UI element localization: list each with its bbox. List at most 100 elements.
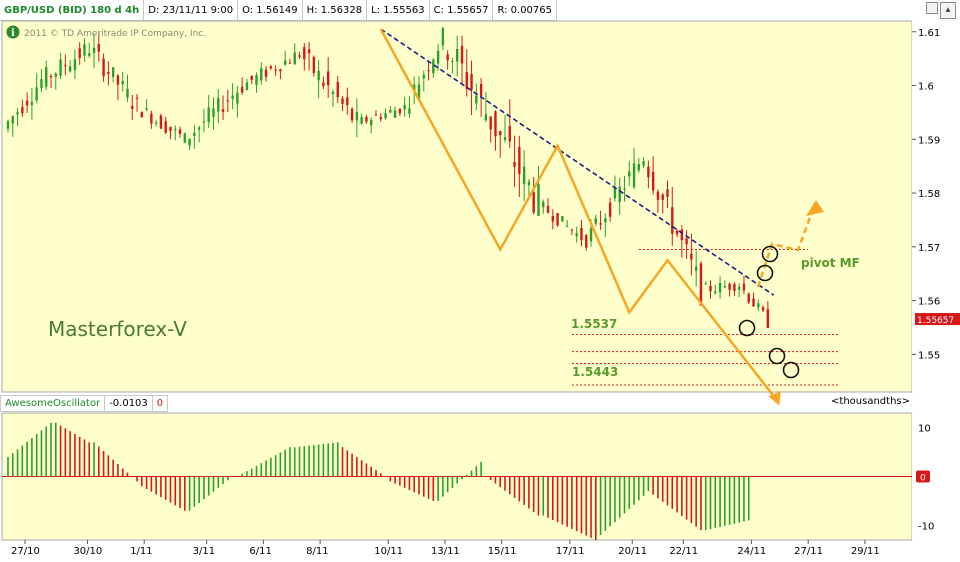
- chart-header: GBP/USD (BID) 180 d 4h D: 23/11/11 9:00 …: [0, 0, 558, 21]
- oscillator-units: <thousandths>: [831, 396, 910, 407]
- candle-body: [494, 111, 497, 137]
- candle-body: [389, 109, 392, 113]
- candle-body: [642, 161, 645, 166]
- candle-body: [341, 98, 344, 104]
- candle-body: [656, 191, 660, 200]
- date-tick-label: 17/11: [556, 546, 585, 557]
- candle-body: [49, 75, 53, 78]
- candle-body: [21, 107, 24, 114]
- candle-body: [54, 73, 57, 77]
- candle-body: [604, 218, 607, 223]
- candle-body: [59, 59, 62, 76]
- price-axis-area: [912, 21, 960, 392]
- candle-body: [245, 82, 249, 91]
- candle-body: [312, 57, 316, 74]
- price-plot-area: [1, 20, 913, 393]
- pivot-mf-label: pivot MF: [801, 256, 860, 270]
- masterforex-watermark: Masterforex-V: [48, 317, 187, 341]
- candle-body: [183, 133, 187, 143]
- candle-body: [632, 163, 636, 188]
- candle-body: [30, 101, 34, 106]
- candle-body: [298, 55, 301, 57]
- candle-body: [432, 59, 435, 74]
- candle-body: [202, 121, 206, 123]
- candle-body: [613, 187, 617, 199]
- candle-body: [742, 283, 746, 291]
- candle-body: [64, 65, 67, 67]
- candle-body: [25, 100, 29, 106]
- candle-body: [522, 166, 526, 185]
- candle-body: [599, 223, 602, 225]
- candle-body: [197, 127, 201, 130]
- candle-body: [470, 74, 473, 90]
- candle-body: [68, 66, 72, 72]
- price-tick-label: 1.59: [918, 135, 940, 146]
- date-tick-label: 22/11: [669, 546, 698, 557]
- candle-body: [303, 47, 306, 60]
- candle-body: [575, 233, 578, 237]
- candle-body: [661, 194, 664, 200]
- candle-body: [121, 80, 124, 85]
- candle-body: [503, 137, 507, 141]
- zigzag-arrow-head: [768, 391, 781, 406]
- symbol-label[interactable]: GBP/USD (BID) 180 d 4h: [0, 0, 145, 20]
- candle-body: [671, 207, 674, 234]
- oscillator-tick-label: 10: [918, 424, 931, 435]
- candle-body: [499, 131, 502, 136]
- candle-body: [350, 108, 354, 121]
- chart-settings-icon[interactable]: [926, 2, 938, 14]
- scroll-up-icon[interactable]: ▴: [940, 2, 956, 19]
- candle-body: [111, 67, 115, 77]
- target-circle-marker: [756, 264, 774, 282]
- candle-body: [565, 225, 569, 227]
- candle-body: [761, 307, 765, 311]
- candle-body: [451, 60, 454, 62]
- target-circle-marker: [768, 347, 786, 365]
- candle-body: [207, 107, 210, 123]
- oscillator-header: AwesomeOscillator -0.0103 0: [0, 395, 169, 412]
- candle-body: [680, 229, 684, 241]
- candle-body: [709, 285, 712, 292]
- candle-body: [274, 69, 277, 71]
- candle-body: [346, 97, 349, 106]
- candle-body: [718, 283, 722, 293]
- candle-body: [532, 192, 535, 213]
- oscillator-name[interactable]: AwesomeOscillator: [0, 395, 106, 412]
- date-tick-label: 3/11: [193, 546, 215, 557]
- candle-body: [159, 115, 163, 129]
- candle-body: [747, 293, 750, 303]
- candle-body: [694, 266, 698, 271]
- candle-body: [737, 286, 741, 290]
- candle-body: [757, 303, 760, 308]
- candle-body: [446, 54, 449, 61]
- price-tick-label: 1.61: [918, 28, 940, 39]
- candle-body: [322, 82, 325, 87]
- candle-body: [374, 114, 378, 116]
- candle-body: [150, 113, 153, 124]
- candle-body: [35, 87, 38, 101]
- candle-body: [403, 105, 406, 110]
- candle-body: [307, 49, 311, 54]
- candle-body: [135, 97, 139, 99]
- candle-body: [752, 298, 755, 307]
- high-readout: H: 1.56328: [303, 0, 368, 20]
- candle-body: [226, 100, 230, 102]
- candle-body: [651, 171, 655, 191]
- oscillator-tick-label: -10: [918, 521, 934, 532]
- candle-body: [608, 202, 612, 217]
- price-tick-label: 1.58: [918, 189, 940, 200]
- candle-body: [269, 66, 273, 69]
- price-tick-label: 1.6: [918, 82, 934, 93]
- candle-body: [699, 263, 703, 306]
- copyright-text: 2011 © TD Ameritrade IP Company, Inc.: [24, 29, 206, 39]
- price-tick-label: 1.56: [918, 297, 940, 308]
- candle-body: [422, 74, 425, 79]
- candle-body: [441, 28, 445, 46]
- date-tick-label: 10/11: [374, 546, 403, 557]
- candle-body: [78, 48, 81, 58]
- candle-body: [193, 132, 196, 137]
- candle-body: [513, 162, 516, 167]
- candle-body: [283, 60, 287, 65]
- open-readout: O: 1.56149: [238, 0, 303, 20]
- candle-body: [675, 230, 679, 235]
